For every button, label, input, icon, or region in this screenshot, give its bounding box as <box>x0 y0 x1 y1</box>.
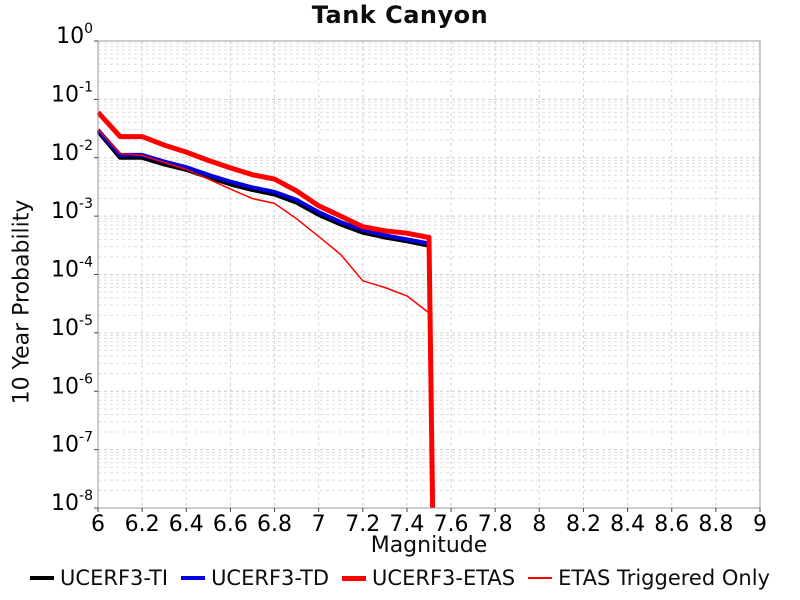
legend-label: UCERF3-TI <box>60 566 169 590</box>
x-tick-label: 7.2 <box>345 512 380 537</box>
y-axis: 100 10-1 10-2 10-3 10-4 10-5 10-6 10-7 10-8 <box>51 21 98 516</box>
legend-item-ucerf3-td: UCERF3-TD <box>181 566 329 590</box>
series-line-etas-triggered-only <box>97 128 434 508</box>
legend-swatch <box>342 575 367 581</box>
x-tick-label: 6.2 <box>125 512 160 537</box>
x-tick-label: 7.8 <box>478 512 513 537</box>
legend-swatch <box>181 576 206 580</box>
y-tick-label: 10-5 <box>51 313 93 341</box>
x-tick-label: 7.6 <box>434 512 469 537</box>
y-tick-label: 10-8 <box>51 488 93 516</box>
x-tick-label: 9 <box>753 512 767 537</box>
legend-label: ETAS Triggered Only <box>558 566 770 590</box>
series-lines <box>97 110 436 508</box>
x-tick-label: 8.8 <box>698 512 733 537</box>
y-tick-label: 10-2 <box>51 138 93 166</box>
y-tick-label: 10-4 <box>51 255 93 283</box>
chart-legend: UCERF3-TI UCERF3-TD UCERF3-ETAS ETAS Trigge… <box>0 566 800 590</box>
y-tick-label: 10-3 <box>51 196 93 224</box>
plot-canvas: 6 6.2 6.4 6.6 6.8 7 7.2 7.4 7.6 7.8 8 8.2 8.4 8.6 8.8 9… <box>51 21 767 537</box>
legend-label: UCERF3-TD <box>211 566 330 590</box>
x-axis-label: Magnitude <box>370 533 488 558</box>
y-tick-label: 10-6 <box>51 371 93 399</box>
y-tick-label: 10-1 <box>51 79 93 107</box>
x-tick-label: 6.6 <box>213 512 248 537</box>
x-tick-label: 7 <box>312 512 326 537</box>
legend-item-ucerf3-ti: UCERF3-TI <box>30 566 168 590</box>
x-axis: 6 6.2 6.4 6.6 6.8 7 7.2 7.4 7.6 7.8 8 8.2 8.4 8.6 8.8 9 <box>91 508 767 537</box>
x-tick-label: 8.4 <box>610 512 645 537</box>
legend-item-ucerf3-etas: UCERF3-ETAS <box>342 566 515 590</box>
series-line-ucerf3-ti <box>97 130 435 508</box>
series-line-ucerf3-etas <box>97 110 436 508</box>
y-tick-label: 10-7 <box>51 430 93 458</box>
x-tick-label: 6 <box>91 512 105 537</box>
x-tick-label: 7.4 <box>389 512 424 537</box>
legend-item-etas-triggered-only: ETAS Triggered Only <box>528 566 770 590</box>
y-tick-label: 100 <box>56 21 93 49</box>
x-tick-label: 6.8 <box>257 512 292 537</box>
x-tick-label: 8.6 <box>654 512 689 537</box>
x-tick-label: 8.2 <box>566 512 601 537</box>
legend-swatch <box>30 576 55 580</box>
x-tick-label: 8 <box>532 512 546 537</box>
x-tick-label: 6.4 <box>169 512 204 537</box>
chart-title: Tank Canyon <box>311 1 489 29</box>
legend-swatch <box>528 577 553 579</box>
legend-label: UCERF3-ETAS <box>372 566 516 590</box>
